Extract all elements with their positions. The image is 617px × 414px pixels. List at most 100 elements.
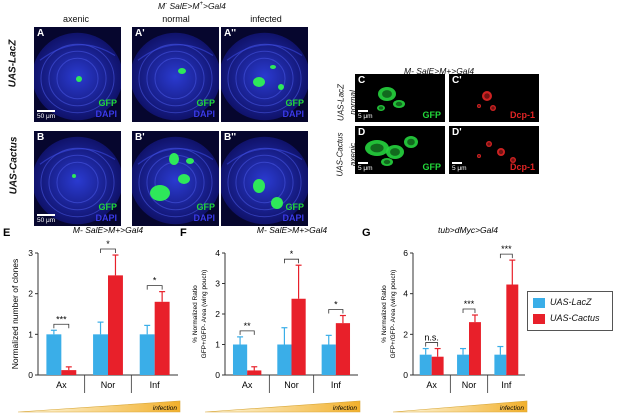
micrograph-panel-ap: A' GFP DAPI	[132, 27, 219, 122]
confocal-panel-c: C GFP 5 μm	[355, 74, 445, 122]
y-tick-label: 0	[403, 370, 408, 380]
panel-letter: D'	[452, 127, 462, 138]
chart-letter-e: E	[3, 227, 10, 239]
channel-label-dapi: DAPI	[95, 109, 117, 119]
channel-label-dapi: DAPI	[282, 109, 304, 119]
column-label-axenic: axenic	[62, 14, 89, 24]
significance-label: n.s.	[424, 333, 439, 343]
y-tick-label: 0	[28, 370, 33, 380]
panel-letter: B'	[135, 132, 145, 143]
significance-label: *	[334, 300, 338, 310]
channel-label-gfp: GFP	[285, 202, 304, 212]
y-axis-label: Normalized number of clones	[10, 259, 20, 370]
y-tick-label: 2	[215, 309, 220, 319]
significance-label: ***	[501, 244, 512, 254]
micrograph-panel-bpp: B'' GFP DAPI	[221, 131, 308, 226]
y-axis-label: % Normalized Ratio	[381, 285, 388, 343]
channel-label-dapi: DAPI	[193, 213, 215, 223]
bar-cactus-nor	[469, 322, 481, 375]
y-tick-label: 3	[215, 279, 220, 289]
significance-label: *	[290, 249, 294, 259]
legend-label-cactus: UAS-Cactus	[550, 313, 600, 323]
micrograph-panel-bp: B' GFP DAPI	[132, 131, 219, 226]
infection-gradient-label: infection	[500, 405, 525, 412]
chart-letter-g: G	[362, 227, 371, 239]
bar-cactus-inf	[506, 284, 519, 375]
y-tick-label: 4	[215, 248, 220, 258]
significance-bracket	[100, 248, 116, 254]
bar-cactus-ax	[247, 370, 262, 375]
panel-letter: C	[358, 75, 366, 86]
x-tick-label: Inf	[150, 380, 161, 390]
panel-letter: D	[358, 127, 366, 138]
infection-gradient	[392, 400, 528, 413]
significance-bracket	[53, 323, 70, 329]
significance-bracket	[284, 258, 299, 264]
significance-bracket	[425, 342, 439, 347]
x-tick-label: Inf	[501, 380, 512, 390]
panel-letter: A''	[224, 28, 236, 39]
chart-legend: UAS-LacZ UAS-Cactus	[527, 291, 613, 331]
bar-cactus-ax	[61, 370, 77, 375]
scale-bar: 5 μm	[452, 162, 467, 172]
significance-bracket	[499, 253, 513, 259]
bar-cactus-inf	[335, 323, 351, 375]
x-tick-label: Ax	[242, 380, 253, 390]
bar-cactus-inf	[154, 301, 170, 375]
bar-lacz-ax	[46, 334, 62, 375]
y-tick-label: 1	[28, 329, 33, 339]
channel-label-dapi: DAPI	[193, 109, 215, 119]
channel-label: Dcp-1	[509, 110, 535, 120]
channel-label-gfp: GFP	[285, 98, 304, 108]
chart-title: M- SalE>M+>Gal4	[257, 225, 327, 235]
micrograph-panel-b: B GFP DAPI 50 μm	[34, 131, 121, 226]
infection-gradient	[17, 400, 181, 413]
micrograph-panel-app: A'' GFP DAPI	[221, 27, 308, 122]
y-tick-label: 3	[28, 248, 33, 258]
infection-gradient	[204, 400, 361, 413]
chart-title: M- SalE>M+>Gal4	[73, 225, 143, 235]
x-tick-label: Ax	[56, 380, 67, 390]
confocal-panel-cp: C' Dcp-1	[449, 74, 539, 122]
confocal-panel-dp: D' Dcp-1 5 μm	[449, 126, 539, 174]
bar-lacz-inf	[494, 354, 507, 375]
x-tick-label: Inf	[331, 380, 342, 390]
channel-label-gfp: GFP	[196, 202, 215, 212]
panel-letter: C'	[452, 75, 462, 86]
bar-lacz-inf	[139, 334, 155, 375]
chart-letter-f: F	[180, 227, 187, 239]
bar-cactus-ax	[431, 356, 444, 375]
panel-c-header: M- SalE>M+>Gal4	[404, 66, 475, 76]
significance-label: *	[153, 276, 157, 286]
significance-bracket	[146, 285, 163, 290]
bar-lacz-nor	[93, 334, 108, 375]
significance-label: ***	[464, 299, 475, 309]
significance-label: ***	[56, 314, 67, 324]
scale-bar: 50 μm	[37, 110, 55, 120]
significance-bracket	[239, 330, 255, 335]
column-label-normal: normal	[162, 14, 190, 24]
channel-label-gfp: GFP	[196, 98, 215, 108]
channel-label-dapi: DAPI	[282, 213, 304, 223]
legend-label-lacz: UAS-LacZ	[550, 297, 592, 307]
y-tick-label: 6	[403, 248, 408, 258]
panel-letter: B	[37, 132, 45, 143]
y-tick-label: 2	[403, 329, 408, 339]
confocal-panel-d: D GFP 5 μm	[355, 126, 445, 174]
significance-label: **	[244, 321, 252, 331]
micrograph-panel-a: A GFP DAPI 50 μm	[34, 27, 121, 122]
panel-a-header: M- SalE>M+>Gal4	[158, 1, 226, 11]
y-axis-label: GFP+/GFP- Area (wing pouch)	[390, 270, 397, 359]
channel-label-dapi: DAPI	[95, 213, 117, 223]
y-tick-label: 0	[215, 370, 220, 380]
legend-swatch-lacz	[533, 298, 545, 308]
bar-cactus-nor	[291, 298, 306, 375]
panel-letter: A'	[135, 28, 145, 39]
bar-lacz-ax	[419, 354, 432, 375]
x-tick-label: Nor	[101, 380, 116, 390]
column-label-infected: infected	[250, 14, 282, 24]
channel-label-gfp: GFP	[98, 202, 117, 212]
panel-letter: A	[37, 28, 45, 39]
y-axis-label: % Normalized Ratio	[192, 285, 199, 343]
